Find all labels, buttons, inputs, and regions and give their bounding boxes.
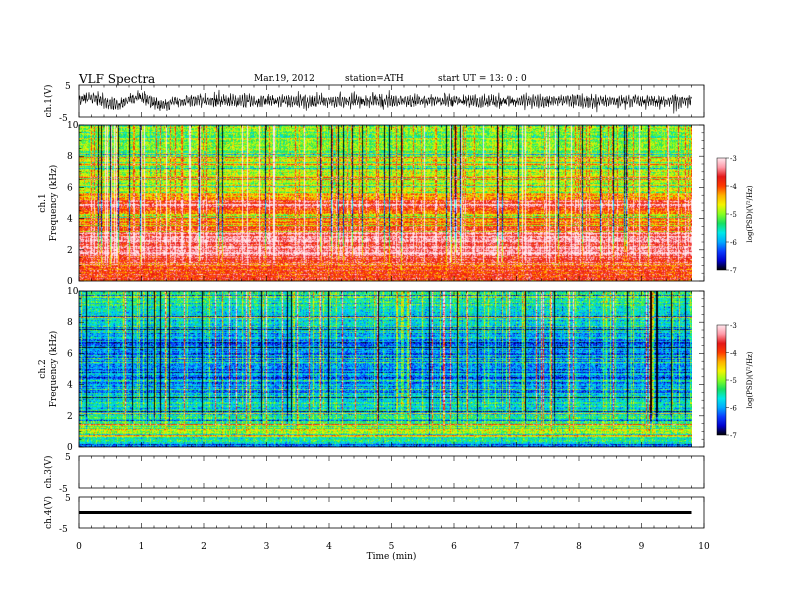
x-tick-label: 7 [514, 542, 520, 552]
y-tick-label: -5 [59, 485, 68, 495]
colorbar-tick-label: -6 [730, 239, 737, 247]
colorbar-tick-label: -5 [730, 211, 737, 219]
spectrogram-heatmap-ch2 [79, 291, 692, 447]
start-time-label: start UT = 13: 0 : 0 [438, 74, 527, 84]
x-tick-label: 8 [576, 542, 582, 552]
x-tick-label: 4 [326, 542, 332, 552]
x-tick-label: 9 [639, 542, 645, 552]
x-tick-label: 2 [201, 542, 207, 552]
spectrogram-heatmap-ch1 [79, 125, 692, 281]
y-tick-label: 10 [67, 121, 79, 131]
colorbar-tick-label: -4 [730, 350, 737, 358]
colorbar-tick-label: -7 [730, 267, 737, 275]
colorbar-label: log(PSD)(V²/Hz) [746, 351, 754, 408]
colorbar-label: log(PSD)(V²/Hz) [746, 185, 754, 242]
colorbar [716, 157, 727, 271]
x-axis-label: Time (min) [367, 551, 417, 562]
chart-title: VLF Spectra [79, 72, 156, 86]
y-tick-label: -5 [59, 525, 68, 535]
y-tick-label: 0 [67, 277, 73, 287]
colorbar [716, 324, 727, 436]
y-axis-label: ch.4(V) [43, 496, 54, 529]
y-tick-label: 8 [67, 318, 73, 328]
x-tick-label: 0 [76, 542, 82, 552]
x-tick-label: 5 [389, 542, 395, 552]
y-tick-label: 2 [67, 412, 73, 422]
y-tick-label: 6 [67, 349, 73, 359]
ch1-waveform-line [78, 89, 692, 114]
y-tick-label: 8 [67, 152, 73, 162]
date-label: Mar.19, 2012 [254, 74, 315, 84]
x-tick-label: 3 [264, 542, 270, 552]
y-tick-label: 4 [67, 381, 73, 391]
y-axis-label: ch.3(V) [43, 456, 54, 489]
y-tick-label: 4 [67, 215, 73, 225]
y-tick-label: 5 [65, 453, 71, 463]
colorbar-tick-label: -7 [730, 432, 737, 440]
y-axis-label: ch.1 [38, 193, 48, 212]
y-axis-label: ch.2 [38, 359, 48, 378]
y-axis-label: Frequency (kHz) [48, 331, 59, 408]
x-tick-label: 6 [451, 542, 457, 552]
colorbar-tick-label: -6 [730, 405, 737, 413]
y-tick-label: 6 [67, 183, 73, 193]
colorbar-tick-label: -5 [730, 377, 737, 385]
x-tick-label: 1 [139, 542, 145, 552]
y-tick-label: 10 [67, 287, 79, 297]
y-axis-label: Frequency (kHz) [48, 165, 59, 242]
colorbar-tick-label: -4 [730, 183, 737, 191]
y-tick-label: 2 [67, 246, 73, 256]
station-label: station=ATH [345, 74, 404, 84]
y-tick-label: -5 [59, 114, 68, 124]
colorbar-tick-label: -3 [730, 322, 737, 330]
y-tick-label: 0 [67, 443, 73, 453]
y-tick-label: 5 [65, 82, 71, 92]
colorbar-tick-label: -3 [730, 155, 737, 163]
y-tick-label: 5 [65, 494, 71, 504]
y-axis-label: ch.1(V) [43, 85, 54, 118]
x-tick-label: 10 [698, 542, 710, 552]
